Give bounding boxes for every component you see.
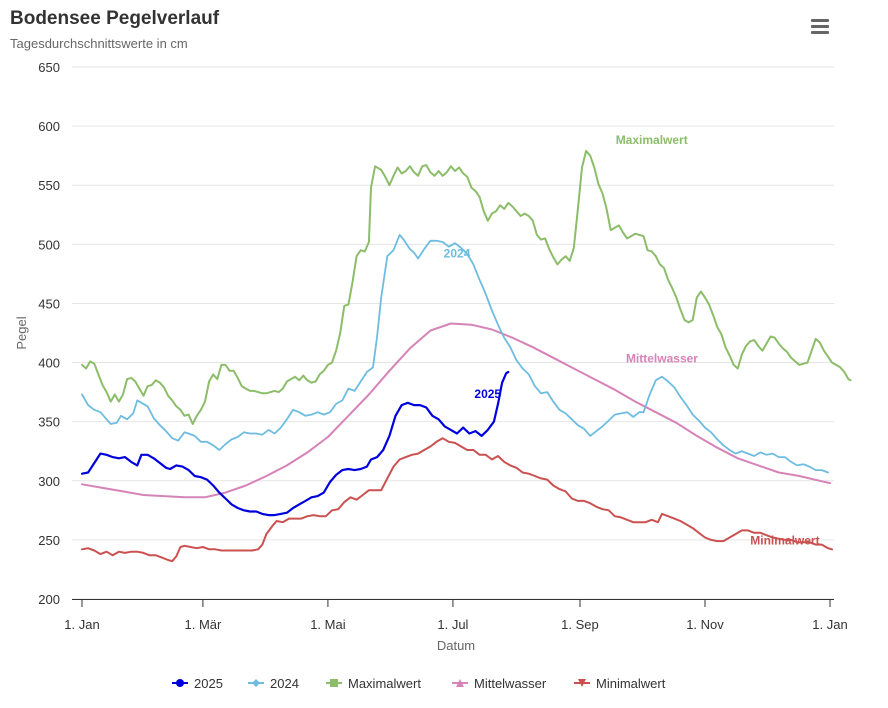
circle-marker-icon[interactable]	[176, 679, 184, 687]
diamond-marker-icon[interactable]	[252, 679, 260, 687]
legend-item-2025[interactable]: 2025	[194, 676, 223, 691]
triangle-down-marker-icon[interactable]	[578, 679, 586, 687]
legend-item-2024[interactable]: 2024	[270, 676, 299, 691]
y-tick-label: 600	[38, 119, 60, 134]
y-tick-label: 650	[38, 60, 60, 75]
y-tick-label: 400	[38, 356, 60, 371]
x-tick-label: 1. Sep	[561, 617, 599, 632]
hamburger-menu-icon[interactable]	[806, 14, 834, 40]
y-tick-label: 350	[38, 415, 60, 430]
y-tick-label: 450	[38, 296, 60, 311]
chart-title: Bodensee Pegelverlauf	[10, 8, 220, 29]
x-tick-label: 1. Jan	[812, 617, 847, 632]
series-label-2024: 2024	[444, 246, 471, 260]
x-axis-title: Datum	[437, 638, 475, 653]
chart-subtitle: Tagesdurchschnittswerte in cm	[10, 36, 188, 51]
legend-item-mittelwasser[interactable]: Mittelwasser	[474, 676, 547, 691]
triangle-marker-icon[interactable]	[456, 679, 464, 687]
y-tick-label: 250	[38, 533, 60, 548]
x-tick-label: 1. Jul	[437, 617, 468, 632]
series-label-2025: 2025	[474, 387, 501, 401]
legend-item-minimalwert[interactable]: Minimalwert	[596, 676, 666, 691]
legend-item-maximalwert[interactable]: Maximalwert	[348, 676, 421, 691]
y-tick-label: 500	[38, 237, 60, 252]
series-line-2024[interactable]	[81, 234, 829, 474]
series-label-minimalwert: Minimalwert	[750, 534, 819, 548]
menu-bar	[811, 25, 829, 28]
menu-bar	[811, 31, 829, 34]
y-tick-label: 550	[38, 178, 60, 193]
series-line-maximalwert[interactable]	[81, 149, 852, 425]
x-tick-label: 1. Mär	[184, 617, 222, 632]
square-marker-icon[interactable]	[330, 679, 338, 687]
series-label-maximalwert: Maximalwert	[616, 133, 688, 147]
series-label-mittelwasser: Mittelwasser	[626, 352, 698, 366]
y-axis-title: Pegel	[14, 316, 29, 349]
menu-bar	[811, 19, 829, 22]
series-line-minimalwert[interactable]	[81, 437, 833, 563]
y-tick-label: 200	[38, 592, 60, 607]
x-tick-label: 1. Mai	[310, 617, 346, 632]
series-line-2025[interactable]	[80, 370, 510, 517]
series-line-mittelwasser[interactable]	[81, 322, 831, 499]
x-tick-label: 1. Nov	[686, 617, 724, 632]
x-tick-label: 1. Jan	[64, 617, 99, 632]
y-tick-label: 300	[38, 474, 60, 489]
